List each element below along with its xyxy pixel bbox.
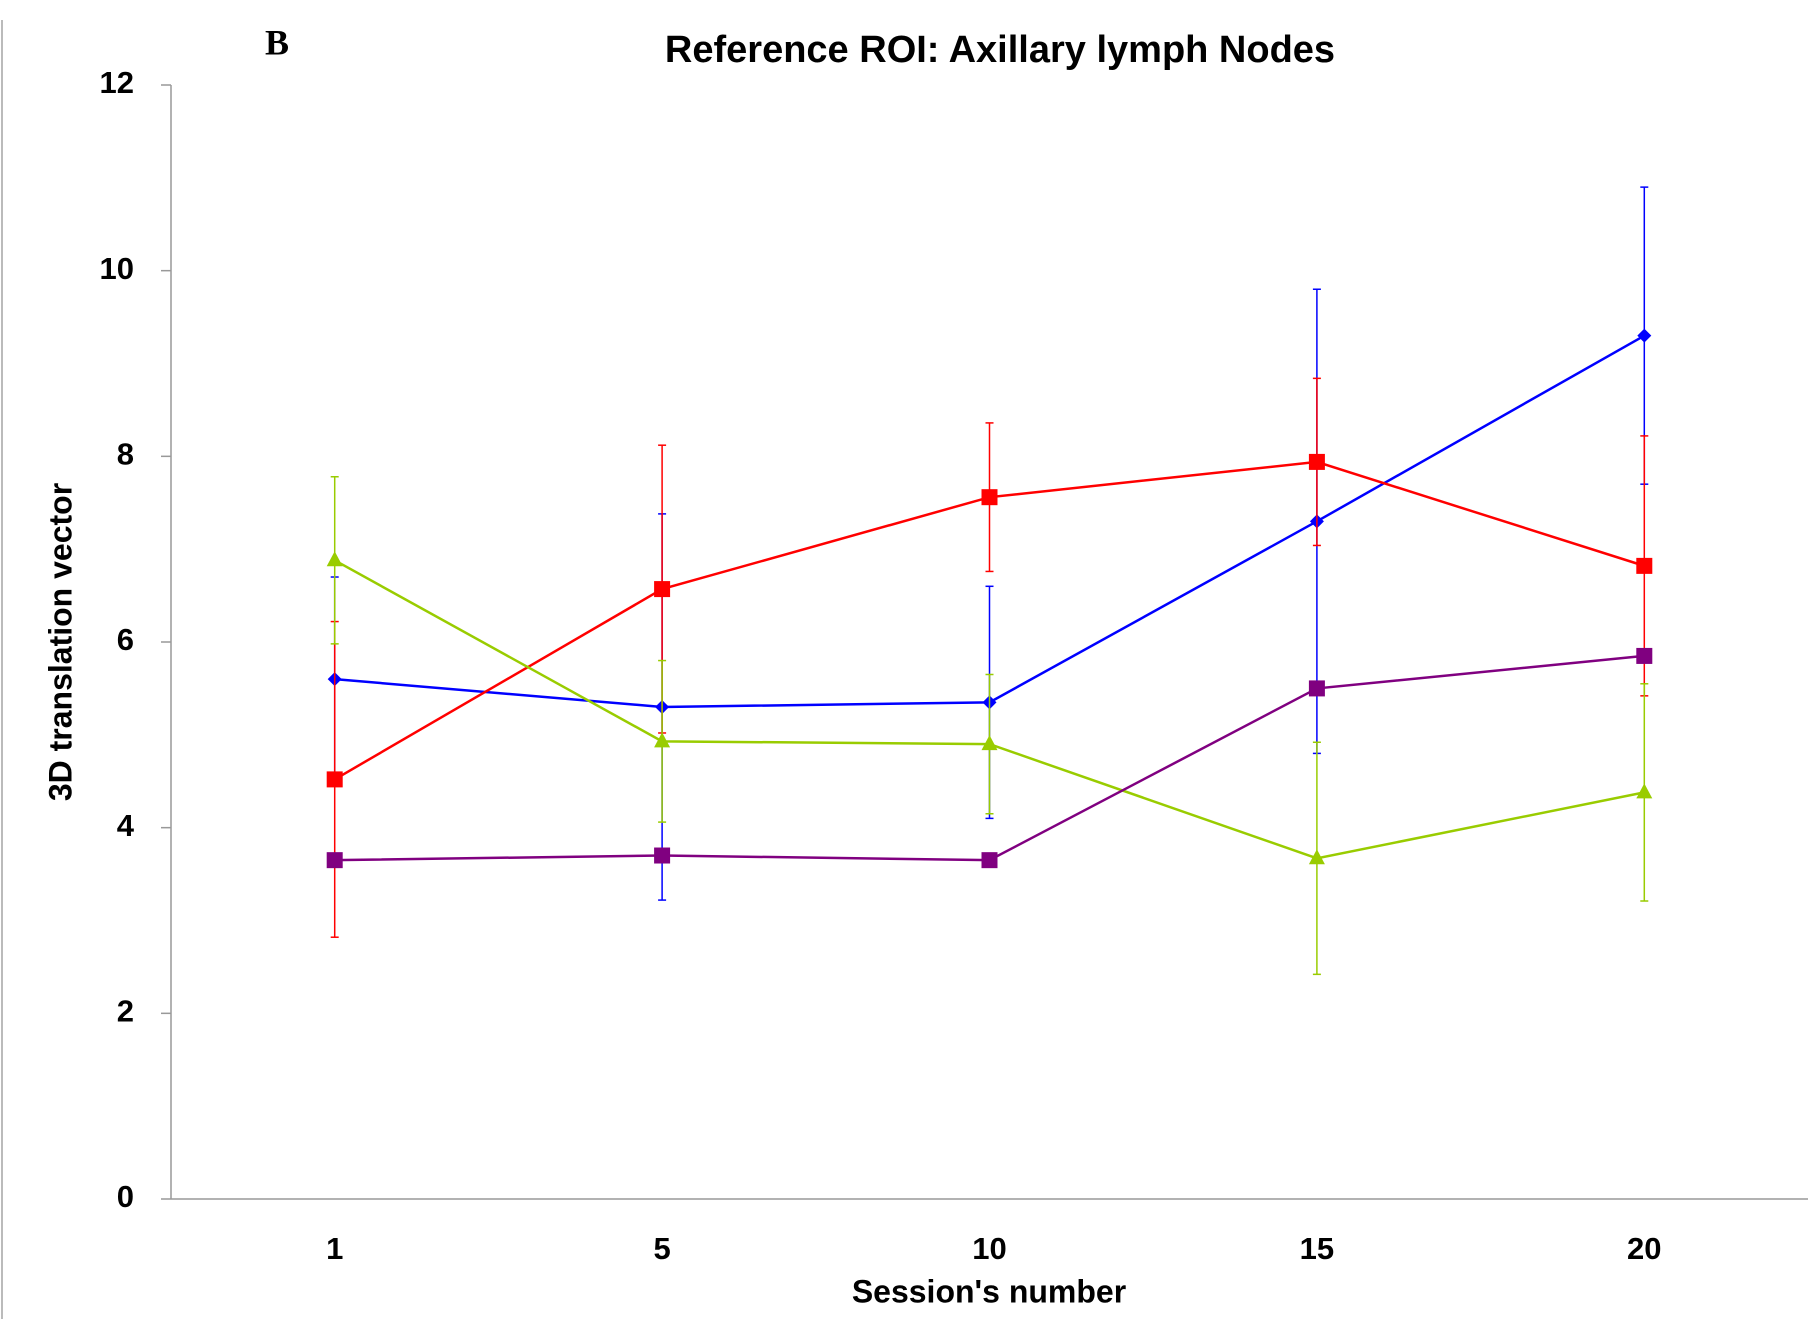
marker [654, 732, 671, 748]
y-tick-label: 4 [117, 808, 135, 843]
x-axis-label: Session's number [852, 1273, 1126, 1309]
marker [981, 852, 998, 869]
x-tick-label: 20 [1627, 1231, 1661, 1266]
x-tick-label: 10 [972, 1231, 1006, 1266]
marker [1636, 647, 1653, 664]
chart-title: Reference ROI: Axillary lymph Nodes [665, 29, 1335, 71]
marker [981, 735, 998, 751]
y-axis-label: 3D translation vector [42, 483, 78, 801]
y-tick-label: 0 [117, 1179, 134, 1214]
marker [981, 489, 998, 506]
marker [326, 852, 343, 869]
marker [326, 771, 343, 788]
x-tick-label: 5 [653, 1231, 670, 1266]
marker [654, 581, 671, 598]
marker [1308, 453, 1325, 470]
y-tick-label: 10 [100, 251, 134, 286]
marker [654, 847, 671, 864]
y-tick-label: 6 [117, 622, 134, 657]
marker [1308, 849, 1325, 865]
marker [1308, 680, 1325, 697]
x-tick-label: 1 [326, 1231, 343, 1266]
y-tick-label: 2 [117, 994, 134, 1029]
x-tick-label: 15 [1300, 1231, 1334, 1266]
marker [1637, 328, 1652, 343]
marker [326, 551, 343, 567]
y-tick-label: 8 [117, 437, 134, 472]
panel-label: B [265, 22, 289, 62]
marker [1636, 557, 1653, 574]
y-tick-label: 12 [100, 65, 134, 100]
marker [1636, 783, 1653, 799]
